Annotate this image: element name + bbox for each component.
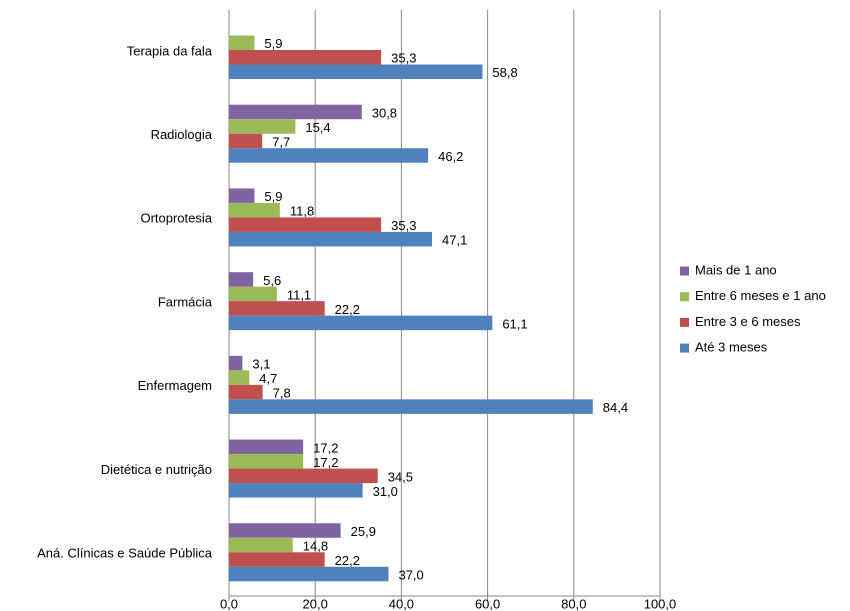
category-label: Radiologia: [151, 127, 213, 142]
legend-swatch: [680, 292, 689, 302]
data-label: 47,1: [442, 233, 467, 248]
legend-label: Entre 3 e 6 meses: [695, 314, 801, 329]
data-label: 34,5: [388, 469, 413, 484]
legend-label: Até 3 meses: [695, 340, 768, 355]
data-label: 5,9: [264, 36, 282, 51]
legend-swatch: [680, 343, 689, 353]
data-label: 17,2: [313, 455, 338, 470]
category-label: Dietética e nutrição: [101, 462, 212, 477]
data-label: 17,2: [313, 440, 338, 455]
data-label: 11,1: [287, 287, 311, 302]
bar: [229, 64, 483, 79]
legend-label: Entre 6 meses e 1 ano: [695, 288, 826, 303]
bar: [229, 231, 433, 247]
bar: [229, 439, 304, 455]
data-label: 84,4: [603, 400, 628, 415]
bar: [229, 272, 254, 287]
data-label: 31,0: [373, 484, 398, 499]
x-tick-label: 20,0: [303, 596, 328, 611]
data-label: 5,6: [263, 273, 281, 288]
data-label: 35,3: [391, 218, 416, 233]
category-label: Aná. Clínicas e Saúde Pública: [37, 546, 213, 561]
x-tick-label: 80,0: [561, 596, 586, 611]
bar: [229, 133, 263, 149]
bar: [229, 384, 263, 400]
bar: [229, 119, 296, 134]
data-label: 61,1: [502, 316, 527, 331]
data-label: 15,4: [305, 120, 330, 135]
bar: [229, 468, 378, 484]
bar: [229, 104, 362, 120]
data-label: 22,2: [335, 302, 360, 317]
bar: [229, 454, 304, 469]
bar: [229, 483, 363, 498]
bar: [229, 148, 429, 163]
bar: [229, 355, 243, 371]
data-label: 4,7: [259, 371, 277, 386]
category-label: Farmácia: [158, 294, 213, 309]
bar: [229, 315, 493, 331]
bar: [229, 301, 325, 316]
category-label: Ortoprotesia: [140, 211, 212, 226]
bar: [229, 35, 255, 50]
data-label: 37,0: [398, 567, 423, 582]
legend-swatch: [680, 317, 689, 327]
data-label: 35,3: [391, 51, 416, 66]
bar: [229, 217, 382, 232]
data-label: 25,9: [351, 524, 376, 539]
data-label: 7,8: [273, 386, 291, 401]
bar: [229, 399, 593, 414]
data-label: 7,7: [272, 134, 290, 149]
x-tick-label: 60,0: [475, 596, 500, 611]
bar: [229, 50, 382, 65]
x-tick-label: 0,0: [220, 596, 238, 611]
bar: [229, 370, 250, 385]
data-label: 11,8: [290, 204, 314, 219]
bar: [229, 537, 293, 553]
bar: [229, 188, 255, 203]
category-label: Terapia da fala: [127, 43, 213, 58]
x-tick-label: 40,0: [389, 596, 414, 611]
bar: [229, 566, 389, 582]
data-label: 46,2: [438, 149, 463, 164]
data-label: 14,8: [303, 538, 328, 553]
x-tick-label: 100,0: [644, 596, 677, 611]
bar: [229, 523, 341, 538]
legend-swatch: [680, 266, 689, 276]
data-label: 3,1: [252, 357, 270, 372]
data-label: 5,9: [264, 189, 282, 204]
bar: [229, 202, 280, 218]
data-label: 30,8: [372, 105, 397, 120]
data-label: 58,8: [492, 65, 517, 80]
bar: [229, 286, 277, 302]
bar: [229, 552, 325, 567]
data-label: 22,2: [335, 553, 360, 568]
legend-label: Mais de 1 ano: [695, 262, 777, 277]
category-label: Enfermagem: [138, 378, 212, 393]
